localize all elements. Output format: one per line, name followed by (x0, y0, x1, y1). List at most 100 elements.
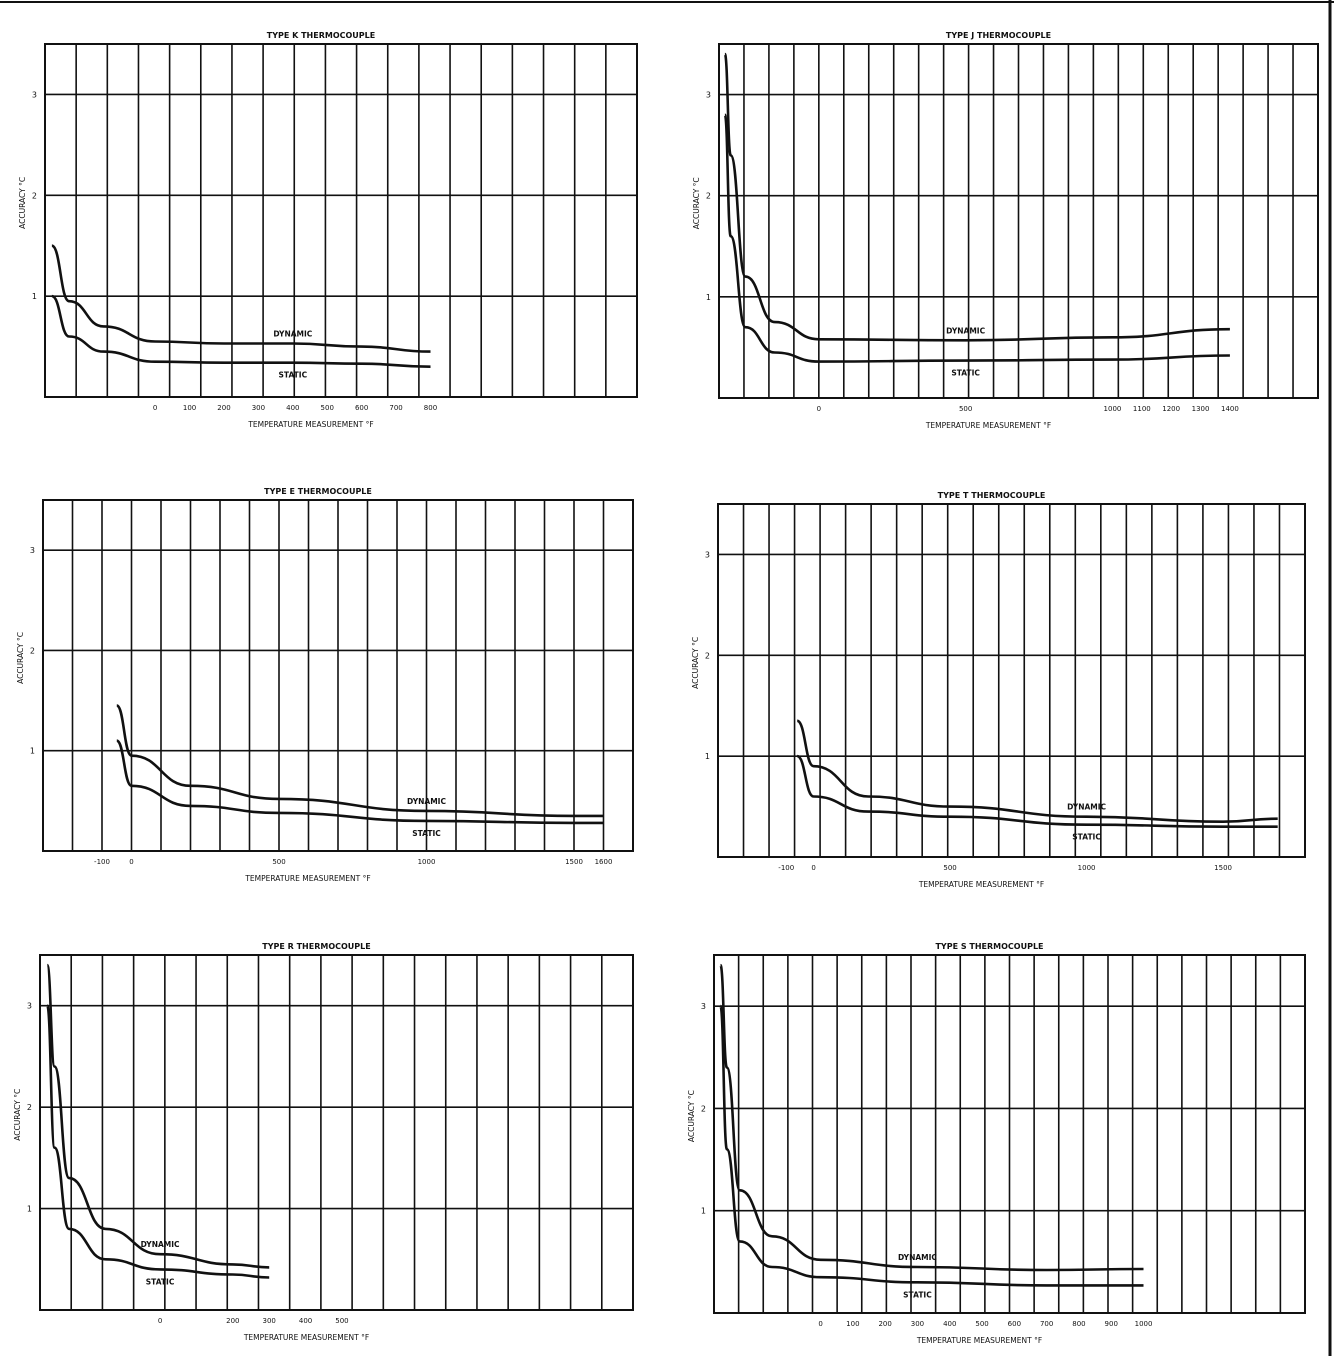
y-tick-label: 1 (705, 752, 710, 761)
y-tick-label: 1 (30, 747, 35, 756)
plot-frame (717, 503, 1306, 858)
x-tick-label: 500 (321, 404, 334, 412)
series-line-dynamic (51, 244, 431, 353)
x-tick-label: 1600 (595, 858, 613, 866)
x-tick-label: 500 (335, 1317, 348, 1325)
chart-3: 3 2 1 TYPE E THERMOCOUPLE TEMPERATURE MEASUR… (16, 487, 634, 883)
series-line-static (51, 294, 431, 368)
plot-frame (39, 954, 634, 1311)
x-axis-label: TEMPERATURE MEASUREMENT °F (918, 880, 1044, 889)
series-label-static: STATIC (146, 1277, 175, 1286)
chart-5: 3 2 1 TYPE R THERMOCOUPLE TEMPERATURE MEASUR… (13, 942, 634, 1342)
x-tick-label: 1000 (1078, 864, 1096, 872)
x-tick-label: 0 (158, 1317, 162, 1325)
x-tick-label: 1000 (1135, 1320, 1153, 1328)
series-label-static: STATIC (951, 369, 980, 378)
x-tick-label: 1100 (1133, 405, 1151, 413)
y-tick-label: 2 (32, 191, 37, 200)
x-tick-label: 100 (183, 404, 196, 412)
x-tick-label: 1200 (1162, 405, 1180, 413)
y-tick-label: 3 (27, 1002, 32, 1011)
series-label-static: STATIC (279, 371, 308, 380)
y-tick-label: 3 (30, 546, 35, 555)
chart-grid: 3 2 1 TYPE K THERMOCOUPLE TEMPERATURE MEASUR… (13, 31, 1319, 1345)
chart-2: 3 2 1 TYPE J THERMOCOUPLE TEMPERATURE MEASUR… (692, 31, 1319, 430)
x-tick-label: 300 (252, 404, 265, 412)
y-axis-label: ACCURACY °C (687, 1090, 696, 1142)
x-tick-label: 800 (1072, 1320, 1085, 1328)
x-tick-label: 1000 (418, 858, 436, 866)
y-tick-label: 3 (706, 91, 711, 100)
x-tick-label: 200 (878, 1320, 891, 1328)
series-line-static (796, 754, 1278, 829)
y-tick-label: 1 (27, 1205, 32, 1214)
y-tick-label: 2 (27, 1103, 32, 1112)
y-tick-label: 3 (32, 90, 37, 99)
y-tick-label: 2 (706, 192, 711, 201)
x-tick-label: 0 (129, 858, 133, 866)
y-axis-label: ACCURACY °C (18, 177, 27, 229)
x-tick-label: -100 (94, 858, 110, 866)
series-line-static (46, 1004, 270, 1279)
x-tick-label: 500 (943, 864, 956, 872)
x-tick-label: 1500 (1214, 864, 1232, 872)
x-tick-label: 700 (389, 404, 402, 412)
x-tick-label: 300 (911, 1320, 924, 1328)
x-axis-label: TEMPERATURE MEASUREMENT °F (244, 874, 370, 883)
y-tick-label: 1 (701, 1207, 706, 1216)
x-tick-label: 0 (817, 405, 821, 413)
x-tick-label: 800 (424, 404, 437, 412)
x-tick-label: 500 (959, 405, 972, 413)
x-tick-label: 400 (299, 1317, 312, 1325)
x-tick-label: -100 (778, 864, 794, 872)
x-tick-label: 500 (975, 1320, 988, 1328)
chart-title: TYPE K THERMOCOUPLE (267, 31, 375, 40)
series-label-static: STATIC (1072, 833, 1101, 842)
series-label-static: STATIC (412, 829, 441, 838)
x-tick-label: 700 (1040, 1320, 1053, 1328)
y-tick-label: 2 (701, 1104, 706, 1113)
series-line-dynamic (115, 704, 604, 818)
y-tick-label: 1 (706, 293, 711, 302)
plot-frame (44, 43, 638, 398)
y-axis-label: ACCURACY °C (691, 637, 700, 689)
x-tick-label: 0 (811, 864, 815, 872)
x-tick-label: 400 (286, 404, 299, 412)
x-tick-label: 1400 (1221, 405, 1239, 413)
series-line-dynamic (796, 719, 1278, 824)
chart-6: 3 2 1 TYPE S THERMOCOUPLE TEMPERATURE MEASUR… (687, 942, 1306, 1345)
x-axis-label: TEMPERATURE MEASUREMENT °F (243, 1333, 369, 1342)
chart-1: 3 2 1 TYPE K THERMOCOUPLE TEMPERATURE MEASUR… (18, 31, 638, 429)
y-tick-label: 2 (30, 646, 35, 655)
series-line-dynamic (46, 963, 270, 1269)
series-line-static (719, 1004, 1144, 1287)
y-tick-label: 3 (705, 550, 710, 559)
y-tick-label: 3 (701, 1002, 706, 1011)
chart-title: TYPE S THERMOCOUPLE (935, 942, 1043, 951)
x-tick-label: 200 (226, 1317, 239, 1325)
x-axis-label: TEMPERATURE MEASUREMENT °F (247, 420, 373, 429)
x-tick-label: 1300 (1192, 405, 1210, 413)
x-tick-label: 300 (263, 1317, 276, 1325)
x-tick-label: 1000 (1104, 405, 1122, 413)
y-axis-label: ACCURACY °C (13, 1089, 22, 1141)
chart-title: TYPE T THERMOCOUPLE (938, 491, 1046, 500)
series-label-dynamic: DYNAMIC (1067, 803, 1106, 812)
series-label-dynamic: DYNAMIC (141, 1240, 180, 1249)
chart-title: TYPE J THERMOCOUPLE (946, 31, 1051, 40)
x-axis-label: TEMPERATURE MEASUREMENT °F (916, 1336, 1042, 1345)
series-line-static (115, 739, 604, 825)
series-label-dynamic: DYNAMIC (946, 326, 985, 335)
x-tick-label: 500 (272, 858, 285, 866)
y-tick-label: 1 (32, 292, 37, 301)
series-label-static: STATIC (903, 1290, 932, 1299)
x-tick-label: 600 (1008, 1320, 1021, 1328)
x-tick-label: 0 (818, 1320, 822, 1328)
series-label-dynamic: DYNAMIC (407, 797, 446, 806)
x-tick-label: 100 (846, 1320, 859, 1328)
x-tick-label: 400 (943, 1320, 956, 1328)
x-axis-label: TEMPERATURE MEASUREMENT °F (925, 421, 1051, 430)
y-tick-label: 2 (705, 651, 710, 660)
